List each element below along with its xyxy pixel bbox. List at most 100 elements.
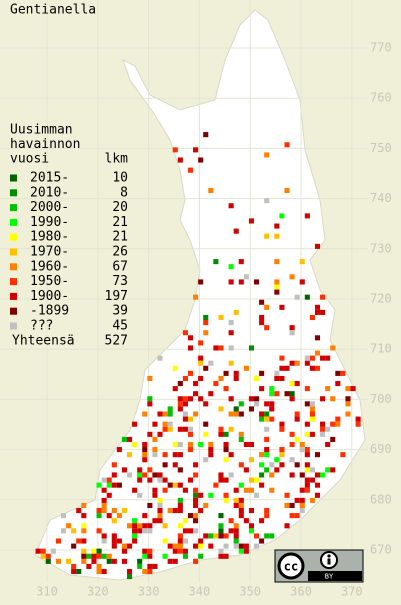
occurrence-square bbox=[127, 452, 133, 458]
occurrence-square bbox=[299, 508, 305, 514]
occurrence-square bbox=[162, 477, 168, 483]
occurrence-square bbox=[60, 528, 67, 534]
occurrence-square bbox=[294, 436, 300, 442]
occurrence-square bbox=[50, 548, 56, 554]
legend-count: 20 bbox=[112, 200, 128, 215]
occurrence-square bbox=[259, 299, 265, 305]
occurrence-square bbox=[193, 294, 199, 300]
occurrence-square bbox=[142, 568, 148, 575]
occurrence-square bbox=[233, 538, 239, 544]
occurrence-square bbox=[233, 375, 239, 381]
occurrence-square bbox=[198, 360, 204, 366]
x-tick-label: 320 bbox=[87, 585, 109, 599]
occurrence-square bbox=[238, 513, 244, 519]
occurrence-square bbox=[269, 406, 275, 412]
occurrence-square bbox=[167, 558, 173, 564]
occurrence-square bbox=[172, 508, 178, 514]
occurrence-square bbox=[264, 452, 270, 458]
occurrence-square bbox=[325, 426, 331, 432]
occurrence-square bbox=[345, 411, 351, 417]
occurrence-square bbox=[355, 416, 361, 422]
occurrence-square bbox=[304, 452, 310, 458]
occurrence-square bbox=[233, 523, 239, 529]
occurrence-square bbox=[187, 335, 194, 341]
occurrence-square bbox=[187, 441, 194, 448]
occurrence-square bbox=[320, 355, 326, 361]
occurrence-square bbox=[228, 203, 234, 209]
occurrence-square bbox=[96, 548, 102, 554]
y-tick-label: 740 bbox=[370, 191, 392, 205]
occurrence-square bbox=[177, 157, 183, 163]
occurrence-square bbox=[233, 309, 239, 315]
occurrence-square bbox=[208, 543, 214, 549]
occurrence-square bbox=[314, 335, 321, 341]
occurrence-square bbox=[259, 538, 265, 544]
occurrence-square bbox=[259, 518, 265, 524]
occurrence-square bbox=[238, 502, 244, 508]
occurrence-square bbox=[182, 416, 188, 422]
occurrence-square bbox=[157, 508, 163, 514]
occurrence-square bbox=[248, 396, 254, 402]
occurrence-square bbox=[223, 553, 229, 559]
legend-swatch bbox=[10, 292, 17, 300]
occurrence-square bbox=[228, 396, 234, 402]
occurrence-square bbox=[127, 574, 133, 580]
occurrence-square bbox=[279, 375, 285, 381]
occurrence-square bbox=[116, 513, 122, 519]
occurrence-square bbox=[228, 279, 234, 285]
occurrence-square bbox=[243, 467, 249, 473]
occurrence-square bbox=[274, 370, 280, 376]
occurrence-square bbox=[289, 381, 295, 387]
occurrence-square bbox=[177, 406, 183, 412]
occurrence-square bbox=[187, 345, 194, 351]
legend-count: 45 bbox=[112, 319, 128, 334]
occurrence-square bbox=[284, 523, 290, 529]
occurrence-square bbox=[325, 386, 331, 392]
occurrence-square bbox=[182, 411, 188, 417]
occurrence-square bbox=[187, 426, 194, 432]
occurrence-square bbox=[121, 508, 127, 514]
occurrence-square bbox=[162, 553, 168, 559]
occurrence-square bbox=[147, 396, 153, 402]
occurrence-square bbox=[142, 457, 148, 463]
occurrence-square bbox=[182, 396, 188, 402]
occurrence-square bbox=[177, 543, 183, 549]
occurrence-square bbox=[147, 568, 153, 575]
occurrence-square bbox=[147, 375, 153, 381]
occurrence-square bbox=[279, 365, 285, 371]
occurrence-square bbox=[294, 411, 300, 417]
occurrence-square bbox=[147, 553, 153, 559]
occurrence-square bbox=[157, 518, 163, 524]
occurrence-square bbox=[167, 543, 173, 549]
occurrence-square bbox=[101, 538, 107, 544]
occurrence-square bbox=[198, 508, 204, 514]
occurrence-square bbox=[157, 502, 163, 508]
occurrence-square bbox=[142, 528, 148, 534]
occurrence-square bbox=[193, 381, 199, 387]
occurrence-square bbox=[299, 259, 305, 265]
occurrence-square bbox=[238, 497, 244, 503]
occurrence-square bbox=[147, 528, 153, 534]
occurrence-square bbox=[142, 548, 148, 554]
occurrence-square bbox=[213, 259, 219, 265]
occurrence-square bbox=[152, 518, 158, 524]
occurrence-square bbox=[177, 497, 183, 503]
y-tick-label: 760 bbox=[370, 91, 392, 105]
occurrence-square bbox=[193, 528, 199, 534]
occurrence-square bbox=[81, 548, 87, 554]
occurrence-square bbox=[142, 513, 148, 519]
occurrence-square bbox=[81, 523, 87, 529]
occurrence-square bbox=[142, 447, 148, 453]
occurrence-square bbox=[40, 548, 46, 554]
y-tick-label: 720 bbox=[370, 292, 392, 306]
occurrence-square bbox=[132, 487, 138, 493]
occurrence-square bbox=[137, 558, 143, 564]
occurrence-square bbox=[254, 375, 260, 381]
occurrence-square bbox=[96, 528, 102, 534]
occurrence-square bbox=[177, 452, 183, 458]
occurrence-square bbox=[142, 472, 148, 478]
occurrence-square bbox=[233, 487, 239, 493]
occurrence-square bbox=[198, 279, 204, 285]
occurrence-square bbox=[259, 370, 265, 376]
